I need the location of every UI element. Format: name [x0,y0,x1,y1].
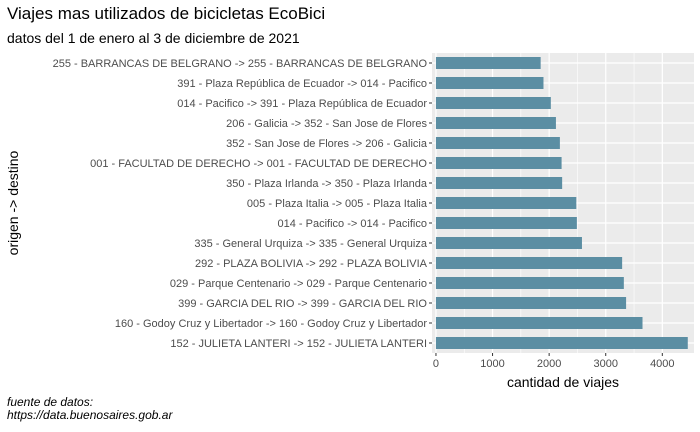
chart-title: Viajes mas utilizados de bicicletas EcoB… [7,4,326,23]
y-axis-title: origen -> destino [5,150,21,255]
bar [435,317,643,329]
bar [435,177,563,189]
bar [435,277,624,289]
bar [435,97,551,109]
bar [435,337,688,349]
bar [435,77,544,89]
bar [435,197,577,209]
chart-subtitle: datos del 1 de enero al 3 de diciembre d… [7,30,300,46]
y-tick-label: 152 - JULIETA LANTERI -> 152 - JULIETA L… [170,338,427,350]
bar [435,257,623,269]
y-tick-label: 014 - Pacifico -> 391 - Plaza República … [177,98,427,110]
bar [435,297,627,309]
y-tick-label: 206 - Galicia -> 352 - San Jose de Flore… [226,118,427,130]
y-tick-label: 001 - FACULTAD DE DERECHO -> 001 - FACUL… [90,158,427,170]
y-tick-label: 014 - Pacifico -> 014 - Pacifico [278,218,428,230]
bar [435,137,560,149]
x-tick-label: 0 [433,358,439,370]
y-tick-label: 350 - Plaza Irlanda -> 350 - Plaza Irlan… [226,178,428,190]
bar [435,237,582,249]
y-tick-label: 005 - Plaza Italia -> 005 - Plaza Italia [247,198,428,210]
y-tick-label: 029 - Parque Centenario -> 029 - Parque … [170,278,427,290]
caption-line-1: fuente de datos: [7,395,94,409]
y-tick-label: 160 - Godoy Cruz y Libertador -> 160 - G… [115,318,427,330]
y-tick-label: 391 - Plaza República de Ecuador -> 014 … [177,78,427,90]
x-tick-label: 1000 [480,358,504,370]
y-tick-label: 292 - PLAZA BOLIVIA -> 292 - PLAZA BOLIV… [195,258,428,270]
y-tick-label: 352 - San Jose de Flores -> 206 - Galici… [226,138,428,150]
bar [435,157,562,169]
x-axis-title: cantidad de viajes [507,374,619,390]
y-tick-label: 335 - General Urquiza -> 335 - General U… [194,238,428,250]
caption-line-2: https://data.buenosaires.gob.ar [7,408,173,422]
chart-caption: fuente de datos: https://data.buenosaire… [7,396,172,422]
x-tick-label: 4000 [650,358,674,370]
x-tick-label: 2000 [537,358,561,370]
bar [435,217,577,229]
bar [435,57,541,69]
x-tick-label: 3000 [593,358,617,370]
y-tick-label: 255 - BARRANCAS DE BELGRANO -> 255 - BAR… [53,58,428,70]
bar [435,117,556,129]
y-tick-label: 399 - GARCIA DEL RIO -> 399 - GARCIA DEL… [178,298,427,310]
